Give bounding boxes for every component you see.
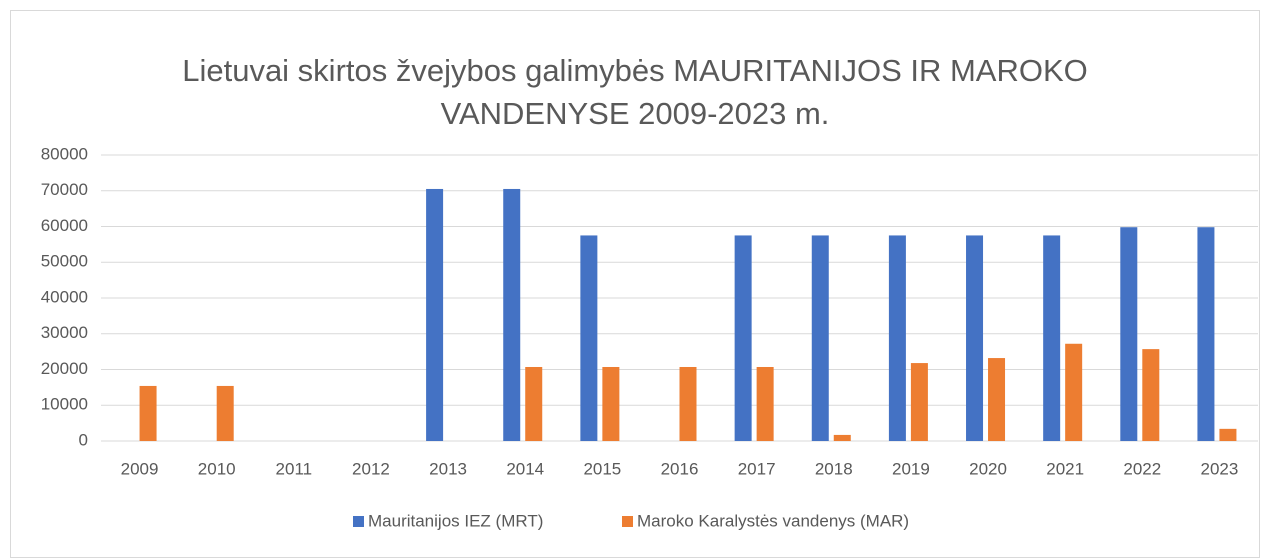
- x-tick-label: 2014: [506, 459, 544, 478]
- bar: [1142, 349, 1160, 441]
- bar: [888, 235, 906, 441]
- legend-label: Maroko Karalystės vandenys (MAR): [637, 511, 909, 530]
- bar: [216, 385, 234, 441]
- bar: [426, 188, 444, 441]
- bar: [503, 188, 521, 441]
- chart-title: Lietuvai skirtos žvejybos galimybės MAUR…: [182, 53, 1088, 88]
- y-tick-label: 80000: [41, 144, 88, 163]
- chart-title: VANDENYSE 2009-2023 m.: [441, 96, 830, 131]
- bar: [811, 235, 829, 441]
- bar: [525, 366, 543, 441]
- bar: [910, 363, 928, 441]
- x-tick-label: 2019: [892, 459, 930, 478]
- x-tick-label: 2011: [276, 459, 313, 478]
- bar: [833, 434, 851, 441]
- bar: [1197, 227, 1215, 441]
- y-tick-label: 50000: [41, 252, 88, 271]
- y-tick-label: 20000: [41, 359, 88, 378]
- bar: [966, 235, 984, 441]
- bar: [1043, 235, 1061, 441]
- y-tick-label: 30000: [41, 323, 88, 342]
- bar: [988, 358, 1006, 441]
- x-tick-label: 2017: [738, 459, 776, 478]
- legend-swatch: [353, 516, 364, 527]
- x-tick-label: 2009: [121, 459, 159, 478]
- legend-label: Mauritanijos IEZ (MRT): [368, 511, 543, 530]
- y-tick-label: 70000: [41, 180, 88, 199]
- x-tick-label: 2022: [1123, 459, 1161, 478]
- bar: [139, 385, 157, 441]
- bar: [602, 366, 620, 441]
- x-tick-label: 2018: [815, 459, 853, 478]
- x-tick-label: 2023: [1201, 459, 1239, 478]
- bar: [1219, 428, 1237, 441]
- legend-swatch: [622, 516, 633, 527]
- x-tick-label: 2016: [661, 459, 699, 478]
- y-tick-label: 40000: [41, 287, 88, 306]
- x-tick-label: 2010: [198, 459, 236, 478]
- bar: [1065, 343, 1083, 441]
- bar: [756, 366, 774, 441]
- bar: [580, 235, 598, 441]
- y-tick-label: 60000: [41, 216, 88, 235]
- x-tick-label: 2021: [1046, 459, 1084, 478]
- x-tick-label: 2012: [352, 459, 390, 478]
- bar: [734, 235, 752, 441]
- x-tick-label: 2015: [583, 459, 621, 478]
- x-tick-label: 2020: [969, 459, 1007, 478]
- bar: [1120, 227, 1138, 441]
- bar: [679, 366, 697, 441]
- y-tick-label: 10000: [41, 395, 88, 414]
- y-tick-label: 0: [79, 430, 88, 449]
- x-tick-label: 2013: [429, 459, 467, 478]
